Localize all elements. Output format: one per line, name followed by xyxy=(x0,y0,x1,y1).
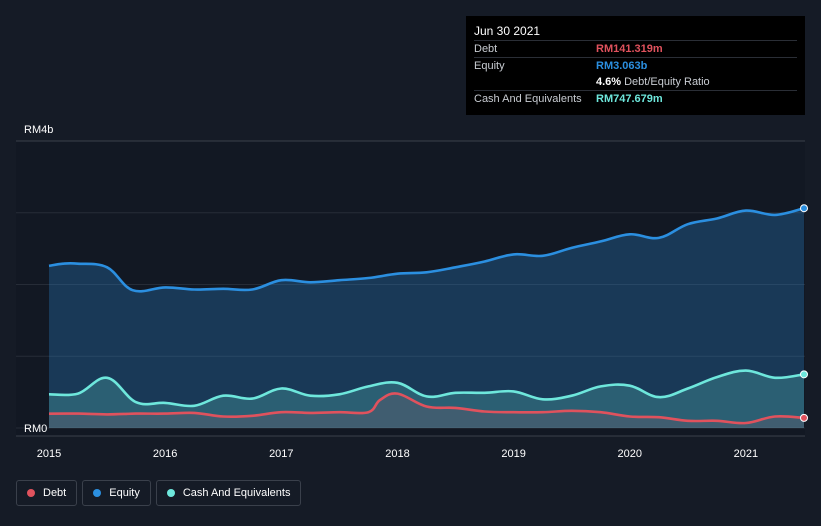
cash-line xyxy=(48,369,805,408)
equity-end-marker xyxy=(800,204,808,213)
chart-gridlines xyxy=(16,140,805,437)
x-tick-label: 2019 xyxy=(501,448,525,460)
equity-line xyxy=(48,206,805,293)
plot-background xyxy=(16,141,805,436)
legend-item-cash[interactable]: Cash And Equivalents xyxy=(155,480,302,506)
debt-end-marker xyxy=(800,413,808,422)
equity-area xyxy=(49,208,804,428)
x-tick-label: 2020 xyxy=(618,448,642,460)
debt-line xyxy=(48,392,805,425)
equity-dot-icon xyxy=(93,489,102,497)
tooltip-ratio-row: 4.6% Debt/Equity Ratio xyxy=(474,74,797,90)
tooltip-cash-row: Cash And Equivalents RM747.679m xyxy=(474,90,797,107)
y-axis-min-label: RM0 xyxy=(24,423,47,435)
x-axis-ticks: 2015 2016 2017 2018 2019 2020 2021 xyxy=(37,448,758,460)
x-tick-label: 2017 xyxy=(269,448,293,460)
tooltip-equity-row: Equity RM3.063b xyxy=(474,57,797,74)
tooltip-equity-value: RM3.063b xyxy=(596,60,648,72)
legend-item-debt[interactable]: Debt xyxy=(16,480,78,506)
debt-dot-icon xyxy=(27,489,35,497)
chart-legend: Debt Equity Cash And Equivalents xyxy=(16,480,302,506)
tooltip-equity-label: Equity xyxy=(474,60,505,72)
tooltip-cash-value: RM747.679m xyxy=(596,93,663,105)
tooltip-debt-value: RM141.319m xyxy=(596,43,663,55)
cash-end-marker xyxy=(800,370,808,379)
tooltip-cash-label: Cash And Equivalents xyxy=(474,93,582,105)
tooltip-ratio-label: Debt/Equity Ratio xyxy=(624,76,710,88)
tooltip-panel: Jun 30 2021 Debt RM141.319m Equity RM3.0… xyxy=(466,16,805,115)
legend-item-equity[interactable]: Equity xyxy=(82,480,151,506)
x-tick-label: 2018 xyxy=(385,448,409,460)
y-axis-max-label: RM4b xyxy=(24,124,53,136)
tooltip-debt-row: Debt RM141.319m xyxy=(474,40,797,57)
tooltip-ratio-value: 4.6% xyxy=(596,76,622,88)
x-tick-label: 2016 xyxy=(153,448,177,460)
debt-area xyxy=(49,393,804,428)
legend-equity-label: Equity xyxy=(109,487,140,499)
tooltip-date: Jun 30 2021 xyxy=(474,24,541,38)
cash-dot-icon xyxy=(166,489,175,497)
legend-debt-label: Debt xyxy=(43,487,67,499)
x-tick-label: 2015 xyxy=(37,448,61,460)
legend-cash-label: Cash And Equivalents xyxy=(182,487,291,499)
chart-end-markers xyxy=(800,204,808,422)
chart-lines xyxy=(48,206,805,425)
tooltip-debt-label: Debt xyxy=(474,43,498,55)
x-tick-label: 2021 xyxy=(734,448,758,460)
